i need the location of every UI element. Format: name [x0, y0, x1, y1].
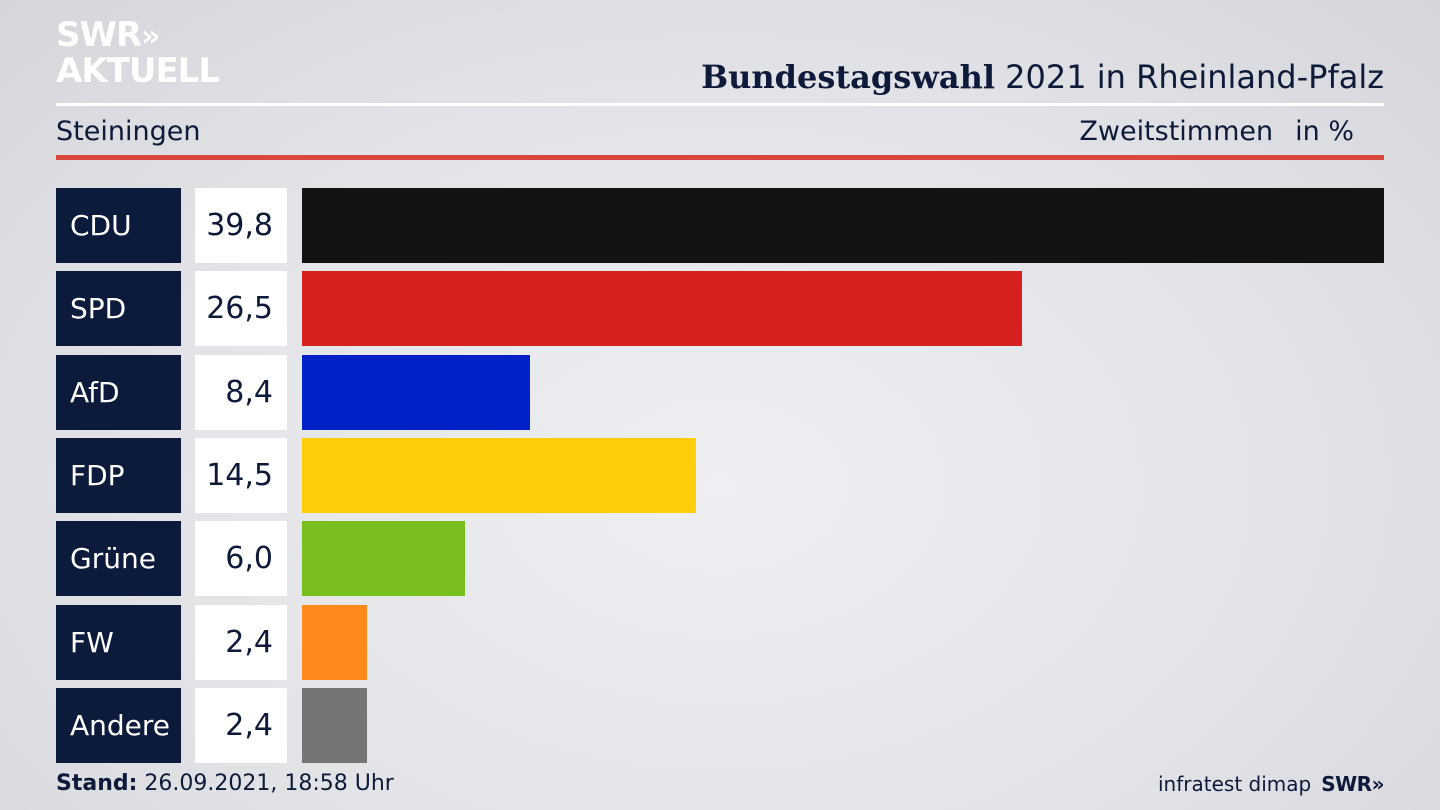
category-label-afd: AfD	[70, 376, 120, 409]
value-box-spd	[195, 271, 287, 346]
chart-title: Bundestagswahl 2021 in Rheinland-Pfalz	[701, 58, 1384, 96]
swr-aktuell-logo: SWR» AKTUELL	[56, 15, 220, 91]
category-box-andere	[56, 688, 181, 763]
unit-text: in %	[1295, 116, 1354, 147]
swr-footer-text: SWR	[1321, 772, 1372, 796]
value-label-cdu: 39,8	[206, 208, 273, 243]
bar-spd	[302, 271, 1022, 346]
location-label: Steiningen	[56, 116, 201, 147]
category-label-fdp: FDP	[70, 459, 125, 492]
bar-andere	[302, 688, 367, 763]
stand-label: Stand:	[56, 771, 138, 796]
value-box-cdu	[195, 188, 287, 263]
bar-gr-ne	[302, 521, 465, 596]
title-bold: Bundestagswahl	[701, 58, 995, 96]
measure-label: Zweitstimmen in %	[1079, 116, 1354, 147]
logo-aktuell: AKTUELL	[56, 51, 220, 91]
stand-value: 26.09.2021, 18:58 Uhr	[144, 771, 394, 796]
bar-afd	[302, 355, 530, 430]
category-label-gr-ne: Grüne	[70, 542, 156, 575]
category-box-spd	[56, 271, 181, 346]
value-label-andere: 2,4	[225, 708, 273, 743]
swr-footer-logo: SWR»	[1321, 772, 1384, 796]
timestamp: Stand: 26.09.2021, 18:58 Uhr	[56, 771, 394, 796]
category-box-fw	[56, 605, 181, 680]
category-box-fdp	[56, 438, 181, 513]
swr-footer-chevrons-icon: »	[1371, 772, 1385, 796]
source-credit: infratest dimap SWR»	[1158, 772, 1385, 796]
bar-cdu	[302, 188, 1384, 263]
category-box-gr-ne	[56, 521, 181, 596]
category-box-afd	[56, 355, 181, 430]
value-label-gr-ne: 6,0	[225, 541, 273, 576]
value-label-fw: 2,4	[225, 625, 273, 660]
category-label-spd: SPD	[70, 292, 127, 325]
value-box-andere	[195, 688, 287, 763]
header-divider	[56, 103, 1384, 106]
value-box-fdp	[195, 438, 287, 513]
category-box-cdu	[56, 188, 181, 263]
bar-fw	[302, 605, 367, 680]
logo-swr: SWR	[56, 15, 142, 55]
value-box-afd	[195, 355, 287, 430]
value-box-gr-ne	[195, 521, 287, 596]
subtitle-divider	[56, 155, 1384, 160]
value-box-fw	[195, 605, 287, 680]
value-label-fdp: 14,5	[206, 458, 273, 493]
source-label: infratest dimap	[1158, 772, 1312, 796]
value-label-afd: 8,4	[225, 375, 273, 410]
category-label-andere: Andere	[70, 709, 171, 742]
value-label-spd: 26,5	[206, 291, 273, 326]
category-label-cdu: CDU	[70, 209, 132, 242]
measure-text: Zweitstimmen	[1079, 116, 1274, 147]
category-label-fw: FW	[70, 626, 114, 659]
title-rest: 2021 in Rheinland-Pfalz	[1005, 58, 1384, 96]
bar-fdp	[302, 438, 696, 513]
